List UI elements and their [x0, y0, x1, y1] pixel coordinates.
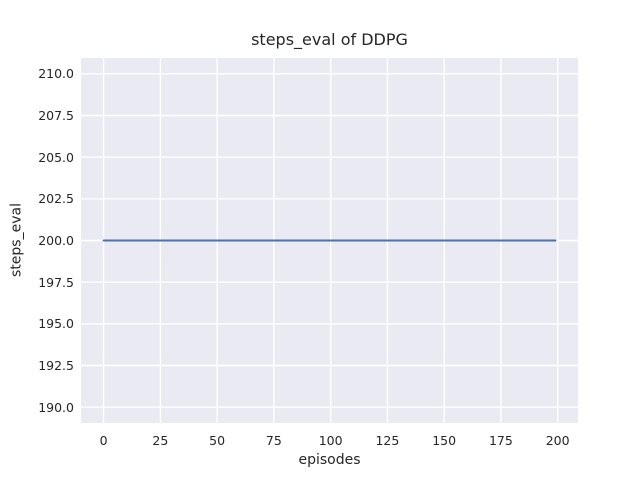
x-tick-label: 200	[545, 433, 570, 448]
y-tick-label: 192.5	[38, 358, 74, 373]
chart-title: steps_eval of DDPG	[251, 30, 408, 49]
y-tick-label: 207.5	[38, 108, 74, 123]
x-tick-label: 25	[152, 433, 169, 448]
x-tick-label: 75	[265, 433, 282, 448]
x-tick-label: 150	[432, 433, 457, 448]
y-tick-label: 210.0	[38, 66, 74, 82]
y-tick-label: 202.5	[38, 191, 74, 207]
y-tick-label: 205.0	[38, 149, 74, 165]
y-tick-label: 200.0	[38, 233, 74, 248]
y-tick-label: 195.0	[38, 316, 74, 332]
y-tick-label: 190.0	[38, 399, 74, 415]
y-tick-label: 197.5	[38, 274, 74, 290]
x-tick-label: 100	[318, 433, 343, 448]
x-axis-label: episodes	[298, 452, 361, 468]
x-tick-label: 0	[99, 433, 108, 448]
x-tick-label: 50	[209, 433, 226, 448]
plot-area	[81, 58, 578, 423]
x-tick-label: 125	[375, 433, 400, 448]
x-tick-label: 175	[488, 433, 513, 448]
